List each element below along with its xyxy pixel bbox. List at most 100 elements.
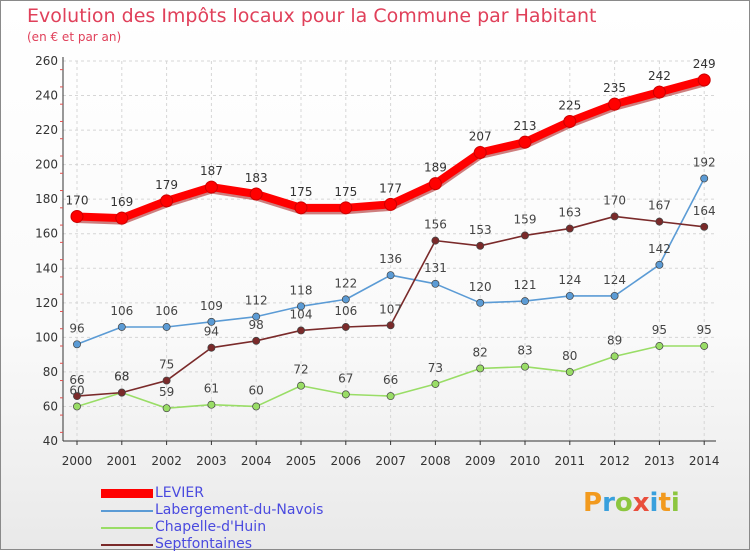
data-point-septfontaines bbox=[476, 241, 485, 250]
data-label-septfontaines: 164 bbox=[693, 204, 716, 218]
data-point-chapelle-d-huin bbox=[431, 380, 440, 388]
x-tick-label: 2004 bbox=[241, 454, 272, 468]
data-label-levier: 175 bbox=[334, 185, 357, 199]
data-point-levier bbox=[563, 114, 577, 128]
data-label-labergement-du-navois: 131 bbox=[424, 261, 447, 275]
data-label-chapelle-d-huin: 95 bbox=[652, 323, 667, 337]
data-point-levier bbox=[652, 85, 666, 99]
logo-letter: i bbox=[670, 488, 680, 518]
data-point-septfontaines bbox=[162, 376, 171, 385]
data-label-levier: 242 bbox=[648, 69, 671, 83]
y-tick-label: 100 bbox=[35, 330, 58, 344]
data-label-labergement-du-navois: 112 bbox=[245, 294, 268, 308]
data-label-chapelle-d-huin: 59 bbox=[159, 385, 174, 399]
data-point-levier bbox=[204, 180, 218, 194]
data-label-septfontaines: 167 bbox=[648, 199, 671, 213]
data-label-chapelle-d-huin: 61 bbox=[204, 382, 219, 396]
data-point-chapelle-d-huin bbox=[73, 402, 81, 411]
data-label-septfontaines: 94 bbox=[204, 325, 219, 339]
data-label-septfontaines: 104 bbox=[290, 307, 313, 321]
data-label-levier: 183 bbox=[245, 171, 268, 185]
data-point-septfontaines bbox=[610, 212, 619, 221]
logo-letter: t bbox=[658, 488, 671, 518]
data-point-chapelle-d-huin bbox=[610, 352, 619, 361]
y-tick-label: 260 bbox=[35, 54, 58, 68]
data-point-chapelle-d-huin bbox=[655, 342, 664, 350]
y-tick-label: 240 bbox=[35, 89, 58, 103]
data-point-labergement-du-navois bbox=[73, 340, 81, 349]
data-label-septfontaines: 66 bbox=[69, 373, 84, 387]
x-tick-label: 2006 bbox=[331, 454, 362, 468]
logo-letter: x bbox=[632, 488, 650, 518]
data-label-chapelle-d-huin: 72 bbox=[293, 363, 308, 377]
data-label-septfontaines: 156 bbox=[424, 218, 447, 232]
data-label-septfontaines: 75 bbox=[159, 358, 174, 372]
data-label-levier: 189 bbox=[424, 161, 447, 175]
legend-swatch-levier bbox=[101, 489, 153, 498]
x-tick-label: 2011 bbox=[555, 454, 586, 468]
data-label-labergement-du-navois: 96 bbox=[69, 321, 84, 335]
data-point-labergement-du-navois bbox=[476, 298, 485, 307]
logo-letter: i bbox=[649, 488, 659, 518]
data-point-septfontaines bbox=[207, 343, 216, 352]
legend-label-labergement: Labergement-du-Navois bbox=[155, 502, 324, 518]
data-label-chapelle-d-huin: 82 bbox=[473, 345, 488, 359]
data-label-levier: 225 bbox=[558, 98, 581, 112]
legend-label-chapelle: Chapelle-d'Huin bbox=[155, 519, 267, 535]
data-label-levier: 170 bbox=[66, 193, 89, 207]
data-label-labergement-du-navois: 109 bbox=[200, 299, 223, 313]
data-label-labergement-du-navois: 142 bbox=[648, 242, 671, 256]
data-point-labergement-du-navois bbox=[162, 323, 171, 331]
data-point-levier bbox=[294, 201, 308, 215]
data-label-levier: 175 bbox=[290, 185, 313, 199]
data-label-septfontaines: 106 bbox=[334, 304, 357, 318]
legend-item-chapelle: Chapelle-d'Huin bbox=[101, 519, 361, 536]
data-point-labergement-du-navois bbox=[655, 260, 664, 269]
legend-item-septfontaines: Septfontaines bbox=[101, 536, 361, 553]
data-label-levier: 207 bbox=[469, 130, 492, 144]
x-tick-label: 2000 bbox=[62, 454, 93, 468]
data-label-septfontaines: 153 bbox=[469, 223, 492, 237]
legend-swatch-chapelle bbox=[101, 527, 153, 529]
data-point-levier bbox=[384, 197, 398, 211]
logo-letter: r bbox=[602, 488, 615, 518]
logo-letter: P bbox=[583, 488, 603, 518]
legend-swatch-labergement bbox=[101, 510, 153, 512]
data-label-levier: 179 bbox=[155, 178, 178, 192]
data-label-labergement-du-navois: 118 bbox=[290, 283, 313, 297]
data-label-levier: 213 bbox=[514, 119, 537, 133]
proxiti-logo: Proxiti bbox=[583, 488, 680, 518]
logo-letter: o bbox=[614, 488, 633, 518]
legend-swatch-septfontaines bbox=[101, 544, 153, 546]
data-point-levier bbox=[70, 209, 84, 223]
data-point-levier bbox=[339, 201, 353, 215]
data-label-levier: 187 bbox=[200, 164, 223, 178]
data-label-labergement-du-navois: 121 bbox=[514, 278, 537, 292]
x-tick-label: 2013 bbox=[644, 454, 675, 468]
data-label-chapelle-d-huin: 83 bbox=[517, 344, 532, 358]
data-point-chapelle-d-huin bbox=[297, 381, 305, 390]
data-label-levier: 249 bbox=[693, 57, 716, 71]
data-point-labergement-du-navois bbox=[565, 291, 574, 300]
data-point-labergement-du-navois bbox=[610, 291, 619, 300]
x-tick-label: 2003 bbox=[196, 454, 227, 468]
y-tick-label: 180 bbox=[35, 192, 58, 206]
legend-label-levier: LEVIER bbox=[155, 485, 204, 501]
data-point-chapelle-d-huin bbox=[565, 367, 574, 376]
data-label-chapelle-d-huin: 73 bbox=[428, 361, 443, 375]
data-point-septfontaines bbox=[252, 336, 261, 345]
data-point-levier bbox=[160, 194, 174, 208]
data-point-labergement-du-navois bbox=[117, 323, 126, 331]
data-point-septfontaines bbox=[565, 224, 574, 233]
data-point-chapelle-d-huin bbox=[341, 390, 350, 399]
data-point-levier bbox=[115, 211, 129, 225]
data-label-labergement-du-navois: 106 bbox=[110, 304, 133, 318]
data-label-chapelle-d-huin: 68 bbox=[114, 370, 129, 384]
data-label-labergement-du-navois: 136 bbox=[379, 252, 402, 266]
data-point-levier bbox=[518, 135, 532, 149]
x-tick-label: 2002 bbox=[151, 454, 182, 468]
data-label-septfontaines: 107 bbox=[379, 302, 402, 316]
data-label-chapelle-d-huin: 67 bbox=[338, 371, 353, 385]
